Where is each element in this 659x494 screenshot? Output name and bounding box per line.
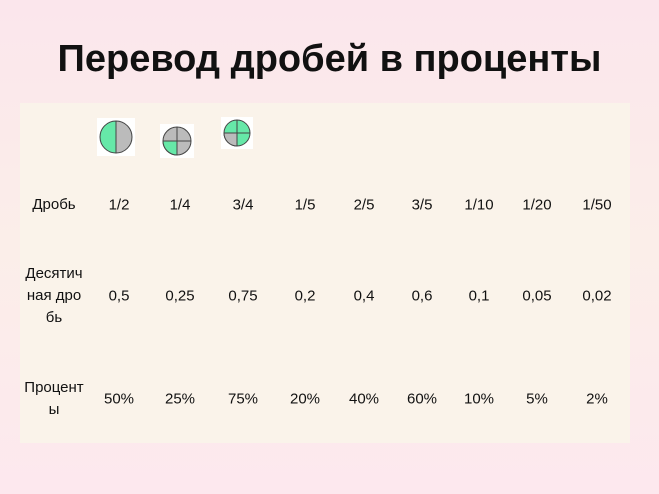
table-cell: 25% (164, 390, 196, 408)
table-cell: 0,6 (411, 287, 433, 305)
table-cell: 0,02 (582, 287, 612, 305)
table-cell: 1/4 (169, 196, 191, 214)
table-cell: 3/5 (411, 196, 433, 214)
table-cell: 1/20 (522, 196, 552, 214)
table-cell: 0,05 (522, 287, 552, 305)
table-cell: 1/50 (582, 196, 612, 214)
table-cell: 1/5 (294, 196, 316, 214)
table-cell: 0,75 (228, 287, 258, 305)
table-cell: 0,2 (294, 287, 316, 305)
table-cell: 0,4 (353, 287, 375, 305)
table-panel (20, 103, 630, 443)
fraction-icon (160, 124, 194, 158)
table-cell: 20% (289, 390, 321, 408)
row-header: Дробь (32, 196, 76, 213)
table-cell: 60% (406, 390, 438, 408)
table-cell: 75% (227, 390, 259, 408)
table-cell: 1/2 (108, 196, 130, 214)
row-header: Проценты (24, 379, 84, 418)
table-cell: 1/10 (464, 196, 494, 214)
table-cell: 3/4 (232, 196, 254, 214)
table-cell: 0,5 (108, 287, 130, 305)
table-cell: 50% (103, 390, 135, 408)
fraction-icon (97, 118, 135, 156)
table-cell: 0,1 (468, 287, 490, 305)
fraction-icon (221, 117, 253, 149)
table-cell: 10% (463, 390, 495, 408)
table-cell: 40% (348, 390, 380, 408)
table-cell: 2/5 (353, 196, 375, 214)
table-cell: 0,25 (165, 287, 195, 305)
table-cell: 5% (526, 390, 548, 408)
row-header: Десятичная дробь (25, 265, 83, 326)
table-cell: 2% (586, 390, 608, 408)
slide-title: Перевод дробей в проценты (57, 38, 602, 80)
